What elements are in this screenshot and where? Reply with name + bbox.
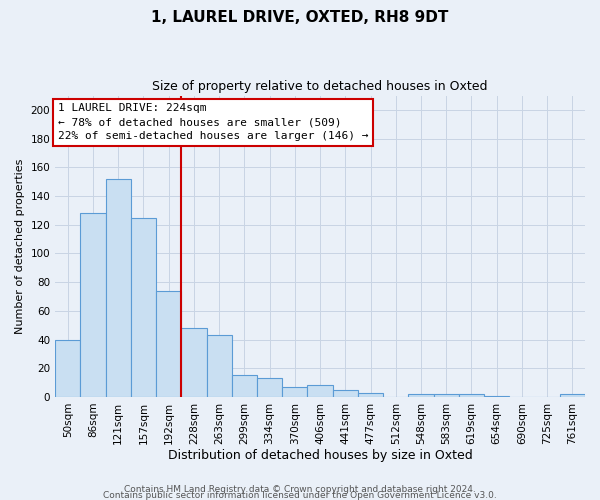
Bar — [131, 218, 156, 397]
Text: 1 LAUREL DRIVE: 224sqm
← 78% of detached houses are smaller (509)
22% of semi-de: 1 LAUREL DRIVE: 224sqm ← 78% of detached… — [58, 103, 368, 141]
Text: 1, LAUREL DRIVE, OXTED, RH8 9DT: 1, LAUREL DRIVE, OXTED, RH8 9DT — [151, 10, 449, 25]
Bar — [282, 387, 307, 397]
Bar — [181, 328, 206, 397]
Bar — [206, 335, 232, 397]
Bar — [560, 394, 585, 397]
Bar — [232, 376, 257, 397]
Bar — [434, 394, 459, 397]
Y-axis label: Number of detached properties: Number of detached properties — [15, 158, 25, 334]
X-axis label: Distribution of detached houses by size in Oxted: Distribution of detached houses by size … — [168, 450, 472, 462]
Bar — [80, 213, 106, 397]
Bar — [484, 396, 509, 397]
Bar — [156, 290, 181, 397]
Bar — [358, 392, 383, 397]
Bar — [55, 340, 80, 397]
Bar — [332, 390, 358, 397]
Text: Contains HM Land Registry data © Crown copyright and database right 2024.: Contains HM Land Registry data © Crown c… — [124, 484, 476, 494]
Bar — [409, 394, 434, 397]
Bar — [307, 386, 332, 397]
Bar — [459, 394, 484, 397]
Bar — [257, 378, 282, 397]
Bar — [106, 179, 131, 397]
Title: Size of property relative to detached houses in Oxted: Size of property relative to detached ho… — [152, 80, 488, 93]
Text: Contains public sector information licensed under the Open Government Licence v3: Contains public sector information licen… — [103, 490, 497, 500]
